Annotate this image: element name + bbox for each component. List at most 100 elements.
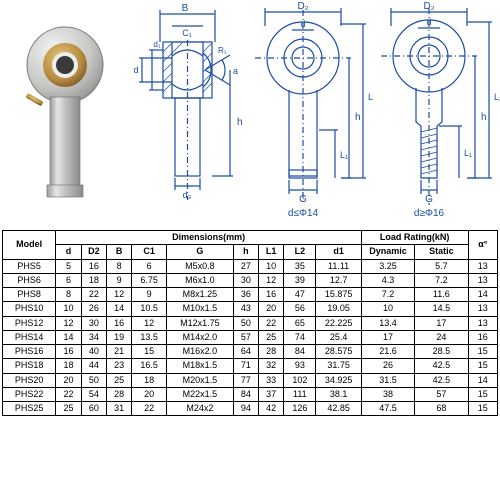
cell-model: PHS10: [3, 302, 56, 316]
diagram-row: B C₁: [0, 0, 500, 230]
cell-d: 10: [56, 302, 81, 316]
cell-G: M20x1.5: [167, 373, 234, 387]
table-row: PHS1212301612M12x1.7550226522.22513.4171…: [3, 316, 498, 330]
table-row: PHS1616402115M16x2.064288428.57521.628.5…: [3, 345, 498, 359]
svg-text:d: d: [426, 17, 431, 27]
cell-d: 14: [56, 330, 81, 344]
col-C1: C1: [132, 245, 167, 259]
cell-D2: 54: [81, 387, 106, 401]
cell-C1: 13.5: [132, 330, 167, 344]
cell-sta: 17: [415, 316, 468, 330]
cell-dyn: 13.4: [361, 316, 414, 330]
cell-G: M18x1.5: [167, 359, 234, 373]
table-row: PHS661896.75M6x1.030123912.74.37.213: [3, 273, 498, 287]
cell-sta: 7.2: [415, 273, 468, 287]
cell-sta: 11.6: [415, 288, 468, 302]
cell-D2: 50: [81, 373, 106, 387]
cell-d: 25: [56, 402, 81, 416]
page-root: B C₁: [0, 0, 500, 500]
table-row: PHS2525603122M24x2944212642.8547.56815: [3, 402, 498, 416]
svg-text:L₁: L₁: [340, 150, 348, 160]
cell-D2: 40: [81, 345, 106, 359]
col-d: d: [56, 245, 81, 259]
cell-dyn: 17: [361, 330, 414, 344]
cell-h: 84: [233, 387, 258, 401]
cell-d1: 42.85: [316, 402, 361, 416]
cell-h: 94: [233, 402, 258, 416]
cell-L2: 84: [284, 345, 316, 359]
cell-model: PHS14: [3, 330, 56, 344]
svg-text:G: G: [299, 194, 307, 205]
cell-d1: 15.875: [316, 288, 361, 302]
svg-text:a: a: [233, 66, 238, 76]
cell-L1: 10: [259, 259, 284, 273]
cell-D2: 16: [81, 259, 106, 273]
cell-L1: 12: [259, 273, 284, 287]
cell-G: M14x2.0: [167, 330, 234, 344]
cell-G: M16x2.0: [167, 345, 234, 359]
cell-sta: 14.5: [415, 302, 468, 316]
cell-a: 13: [468, 259, 497, 273]
cell-d1: 25.4: [316, 330, 361, 344]
cell-B: 16: [107, 316, 132, 330]
cell-a: 15: [468, 359, 497, 373]
cell-B: 14: [107, 302, 132, 316]
cell-D2: 44: [81, 359, 106, 373]
cell-dyn: 10: [361, 302, 414, 316]
cell-d: 16: [56, 345, 81, 359]
cell-L2: 56: [284, 302, 316, 316]
cell-model: PHS25: [3, 402, 56, 416]
table-row: PHS551686M5x0.827103511.113.255.713: [3, 259, 498, 273]
cell-dyn: 47.5: [361, 402, 414, 416]
spec-table: Model Dimensions(mm) Load Rating(kN) α° …: [2, 230, 498, 416]
product-photo: [0, 0, 130, 230]
cell-C1: 9: [132, 288, 167, 302]
cell-model: PHS8: [3, 288, 56, 302]
cell-G: M22x1.5: [167, 387, 234, 401]
cell-model: PHS6: [3, 273, 56, 287]
cell-B: 21: [107, 345, 132, 359]
cell-h: 50: [233, 316, 258, 330]
cell-D2: 22: [81, 288, 106, 302]
cell-d1: 31.75: [316, 359, 361, 373]
svg-text:h: h: [237, 117, 243, 128]
svg-text:d₃: d₃: [183, 190, 192, 200]
svg-text:L₂: L₂: [494, 92, 500, 102]
cell-d1: 11.11: [316, 259, 361, 273]
cell-L2: 111: [284, 387, 316, 401]
cell-B: 31: [107, 402, 132, 416]
cell-G: M5x0.8: [167, 259, 234, 273]
cell-model: PHS12: [3, 316, 56, 330]
cell-h: 77: [233, 373, 258, 387]
cell-L2: 39: [284, 273, 316, 287]
cell-L1: 37: [259, 387, 284, 401]
cell-h: 36: [233, 288, 258, 302]
caption-fem: d≤Φ14: [288, 208, 319, 219]
svg-text:d₁: d₁: [153, 40, 160, 49]
cell-model: PHS22: [3, 387, 56, 401]
table-row: PHS2020502518M20x1.5773310234.92531.542.…: [3, 373, 498, 387]
svg-text:L₁: L₁: [464, 148, 472, 158]
col-L2: L2: [284, 245, 316, 259]
cell-h: 43: [233, 302, 258, 316]
cell-sta: 5.7: [415, 259, 468, 273]
col-model: Model: [3, 231, 56, 260]
col-load: Load Rating(kN): [361, 231, 468, 245]
cell-D2: 30: [81, 316, 106, 330]
col-alpha: α°: [468, 231, 497, 260]
cell-a: 13: [468, 302, 497, 316]
svg-text:d: d: [133, 65, 138, 75]
svg-text:B: B: [182, 3, 189, 14]
cell-D2: 18: [81, 273, 106, 287]
cell-d1: 22.225: [316, 316, 361, 330]
table-row: PHS1010261410.5M10x1.543205619.051014.51…: [3, 302, 498, 316]
cell-B: 12: [107, 288, 132, 302]
cell-B: 28: [107, 387, 132, 401]
col-B: B: [107, 245, 132, 259]
table-row: PHS2222542820M22x1.5843711138.1385715: [3, 387, 498, 401]
cell-C1: 6: [132, 259, 167, 273]
cell-L2: 74: [284, 330, 316, 344]
cell-L2: 102: [284, 373, 316, 387]
cell-sta: 24: [415, 330, 468, 344]
cell-dyn: 31.5: [361, 373, 414, 387]
